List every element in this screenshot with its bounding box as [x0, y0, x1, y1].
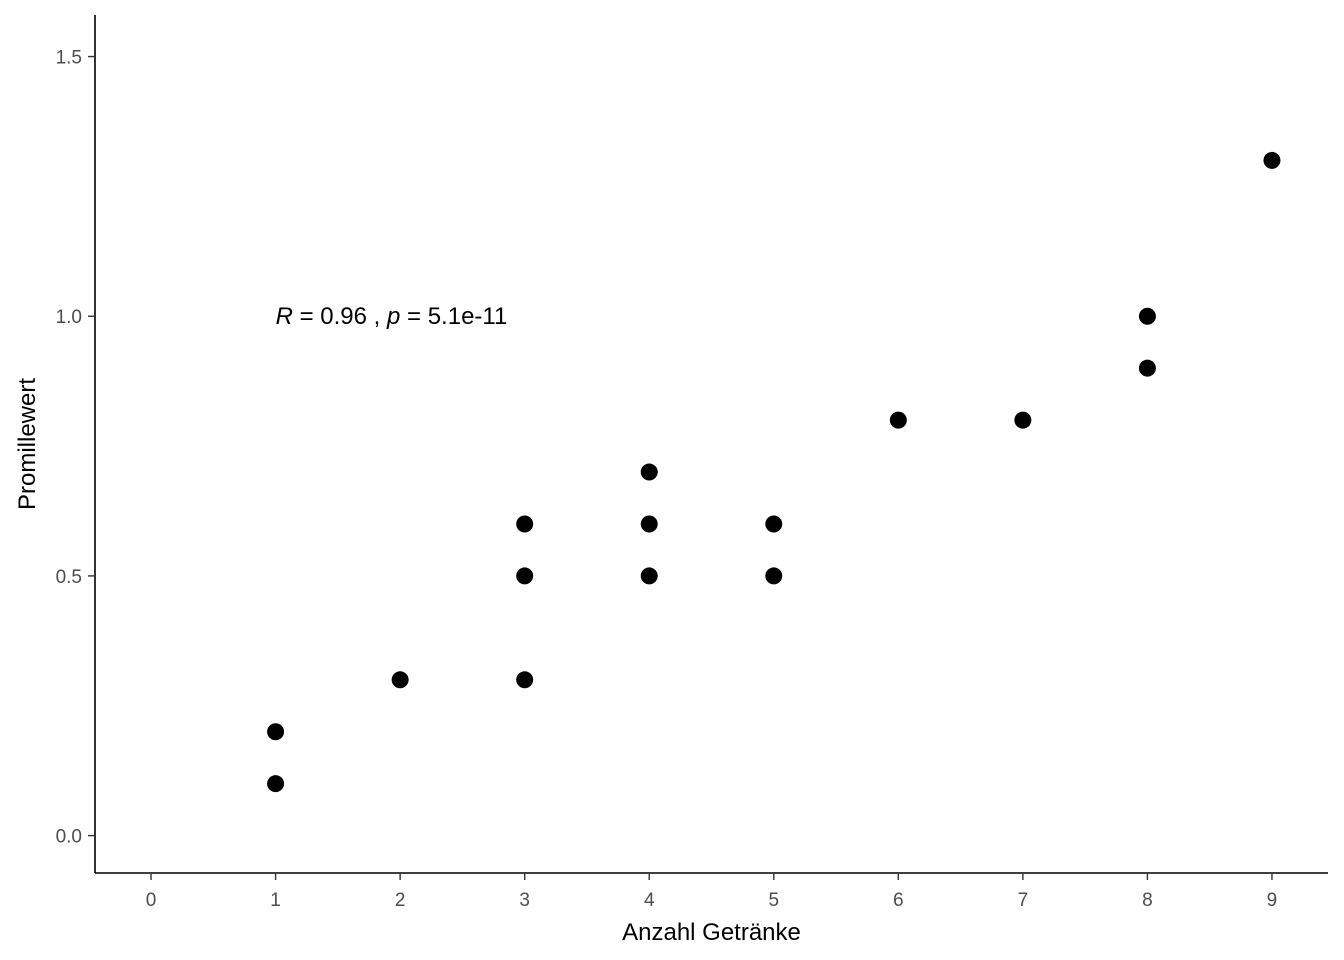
labels-layer: 0 1 2 3 4 5 6 7 8 9 0.0 0.5 1.0 1.5 Anzahl Getränke Pro… [14, 48, 1277, 946]
annotation-p-symbol: p [386, 303, 400, 330]
data-point [889, 411, 907, 429]
data-point [1263, 151, 1281, 169]
data-point [640, 567, 658, 585]
y-tick-label: 0.5 [56, 567, 82, 588]
data-point [765, 515, 783, 533]
x-tick-label: 1 [270, 890, 281, 911]
data-point [1138, 307, 1156, 325]
data-point [765, 567, 783, 585]
data-point [267, 775, 285, 793]
data-point [1014, 411, 1032, 429]
data-point [640, 515, 658, 533]
x-tick-label: 0 [146, 890, 157, 911]
data-point [516, 567, 534, 585]
data-point [391, 671, 409, 689]
x-tick-label: 8 [1142, 890, 1153, 911]
x-tick-label: 3 [519, 890, 530, 911]
x-axis-title: Anzahl Getränke [622, 919, 801, 946]
points-layer [267, 151, 1281, 793]
axes-layer [88, 15, 1328, 880]
y-axis-title: Promillewert [14, 378, 41, 510]
x-tick-label: 6 [893, 890, 904, 911]
data-point [516, 515, 534, 533]
annotation-p-value: = 5.1e-11 [400, 303, 507, 330]
x-tick-label: 2 [395, 890, 406, 911]
data-point [1138, 359, 1156, 377]
y-tick-label: 0.0 [56, 827, 82, 848]
data-point [516, 671, 534, 689]
data-point [267, 723, 285, 741]
x-tick-label: 7 [1018, 890, 1029, 911]
x-tick-label: 5 [768, 890, 779, 911]
y-tick-label: 1.0 [56, 307, 82, 328]
annotation-r-symbol: R [276, 303, 293, 330]
correlation-annotation: R = 0.96 , p = 5.1e-11 [276, 303, 508, 330]
data-point [640, 463, 658, 481]
x-tick-label: 4 [644, 890, 655, 911]
y-tick-label: 1.5 [56, 48, 82, 69]
x-tick-label: 9 [1267, 890, 1278, 911]
annotation-r-value: = 0.96 , [293, 303, 387, 330]
